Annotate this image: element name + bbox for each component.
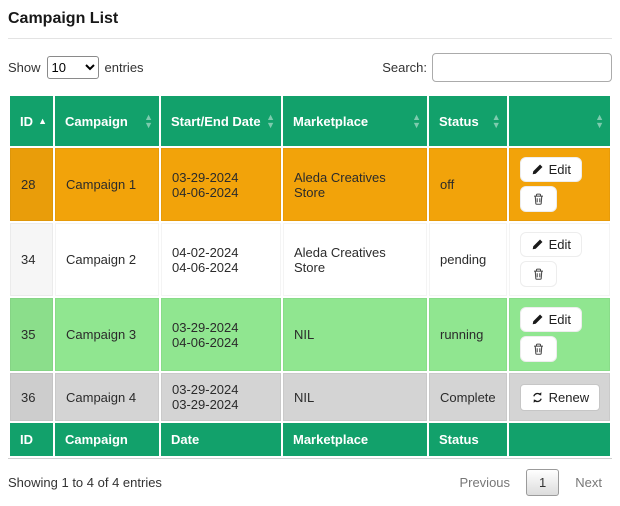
previous-page-button[interactable]: Previous <box>449 469 520 496</box>
column-header-status[interactable]: Status ▲▼ <box>429 96 507 146</box>
pencil-icon <box>531 313 544 326</box>
pagination: Previous 1 Next <box>449 469 612 496</box>
column-header-label: Start/End Date <box>171 114 261 129</box>
delete-button[interactable] <box>520 186 557 212</box>
footer-column-marketplace: Marketplace <box>283 423 427 456</box>
edit-button[interactable]: Edit <box>520 232 582 257</box>
page-title: Campaign List <box>8 10 612 28</box>
sort-both-icon: ▲▼ <box>266 113 275 129</box>
table-info: Showing 1 to 4 of 4 entries <box>8 475 162 490</box>
cell-campaign: Campaign 4 <box>55 373 159 421</box>
current-page-button[interactable]: 1 <box>526 469 559 496</box>
edit-button-label: Edit <box>549 312 571 327</box>
column-header-label: ID <box>20 114 33 129</box>
column-header-label: Status <box>439 114 479 129</box>
footer-column-status: Status <box>429 423 507 456</box>
entries-label: entries <box>105 60 144 75</box>
edit-button[interactable]: Edit <box>520 157 582 182</box>
delete-button[interactable] <box>520 261 557 287</box>
cell-actions: Edit <box>509 148 610 221</box>
delete-button[interactable] <box>520 336 557 362</box>
campaign-table-wrapper: ID ▲ Campaign ▲▼ Start/End Date ▲▼ Marke… <box>8 94 612 459</box>
date-end: 03-29-2024 <box>172 397 270 412</box>
campaign-table: ID ▲ Campaign ▲▼ Start/End Date ▲▼ Marke… <box>8 94 612 458</box>
sort-both-icon: ▲▼ <box>595 113 604 129</box>
table-row: 35 Campaign 3 03-29-202404-06-2024 NIL r… <box>10 298 610 371</box>
cell-id: 34 <box>10 223 53 296</box>
pencil-icon <box>531 238 544 251</box>
cell-campaign: Campaign 3 <box>55 298 159 371</box>
sync-icon <box>531 391 544 404</box>
date-start: 03-29-2024 <box>172 382 270 397</box>
footer-column-id: ID <box>10 423 53 456</box>
date-start: 04-02-2024 <box>172 245 270 260</box>
date-start: 03-29-2024 <box>172 170 270 185</box>
trash-icon <box>532 267 545 281</box>
cell-date: 03-29-202404-06-2024 <box>161 298 281 371</box>
date-end: 04-06-2024 <box>172 185 270 200</box>
sort-both-icon: ▲▼ <box>492 113 501 129</box>
column-header-label: Marketplace <box>293 114 368 129</box>
trash-icon <box>532 192 545 206</box>
column-header-campaign[interactable]: Campaign ▲▼ <box>55 96 159 146</box>
footer-header-row: ID Campaign Date Marketplace Status <box>10 423 610 456</box>
table-toolbar: Show 10 entries Search: <box>8 53 612 82</box>
pencil-icon <box>531 163 544 176</box>
cell-marketplace: Aleda Creatives Store <box>283 148 427 221</box>
sort-asc-icon: ▲ <box>38 117 47 125</box>
cell-actions: Edit <box>509 223 610 296</box>
cell-status: off <box>429 148 507 221</box>
cell-id: 28 <box>10 148 53 221</box>
date-end: 04-06-2024 <box>172 335 270 350</box>
sort-both-icon: ▲▼ <box>144 113 153 129</box>
search-label: Search: <box>382 60 427 75</box>
table-bottom-bar: Showing 1 to 4 of 4 entries Previous 1 N… <box>8 459 612 506</box>
cell-status: pending <box>429 223 507 296</box>
cell-status: running <box>429 298 507 371</box>
search-control: Search: <box>382 53 612 82</box>
table-row: 28 Campaign 1 03-29-202404-06-2024 Aleda… <box>10 148 610 221</box>
column-header-label: Campaign <box>65 114 128 129</box>
column-header-date[interactable]: Start/End Date ▲▼ <box>161 96 281 146</box>
cell-actions: Edit <box>509 298 610 371</box>
show-label: Show <box>8 60 41 75</box>
date-end: 04-06-2024 <box>172 260 270 275</box>
column-header-actions[interactable]: ▲▼ <box>509 96 610 146</box>
cell-campaign: Campaign 2 <box>55 223 159 296</box>
footer-column-campaign: Campaign <box>55 423 159 456</box>
footer-column-actions <box>509 423 610 456</box>
cell-marketplace: NIL <box>283 298 427 371</box>
edit-button-label: Edit <box>549 162 571 177</box>
table-row: 36 Campaign 4 03-29-202403-29-2024 NIL C… <box>10 373 610 421</box>
search-input[interactable] <box>432 53 612 82</box>
title-divider <box>8 38 612 39</box>
cell-marketplace: NIL <box>283 373 427 421</box>
trash-icon <box>532 342 545 356</box>
column-header-id[interactable]: ID ▲ <box>10 96 53 146</box>
footer-column-date: Date <box>161 423 281 456</box>
cell-id: 35 <box>10 298 53 371</box>
cell-marketplace: Aleda Creatives Store <box>283 223 427 296</box>
next-page-button[interactable]: Next <box>565 469 612 496</box>
cell-date: 04-02-202404-06-2024 <box>161 223 281 296</box>
table-row: 34 Campaign 2 04-02-202404-06-2024 Aleda… <box>10 223 610 296</box>
edit-button-label: Edit <box>549 237 571 252</box>
cell-campaign: Campaign 1 <box>55 148 159 221</box>
cell-actions: Renew <box>509 373 610 421</box>
cell-status: Complete <box>429 373 507 421</box>
column-header-marketplace[interactable]: Marketplace ▲▼ <box>283 96 427 146</box>
page-length-control: Show 10 entries <box>8 56 144 79</box>
sort-both-icon: ▲▼ <box>412 113 421 129</box>
cell-date: 03-29-202404-06-2024 <box>161 148 281 221</box>
page-size-select[interactable]: 10 <box>47 56 99 79</box>
cell-date: 03-29-202403-29-2024 <box>161 373 281 421</box>
date-start: 03-29-2024 <box>172 320 270 335</box>
renew-button[interactable]: Renew <box>520 384 600 411</box>
edit-button[interactable]: Edit <box>520 307 582 332</box>
header-row: ID ▲ Campaign ▲▼ Start/End Date ▲▼ Marke… <box>10 96 610 146</box>
renew-button-label: Renew <box>549 390 589 405</box>
cell-id: 36 <box>10 373 53 421</box>
